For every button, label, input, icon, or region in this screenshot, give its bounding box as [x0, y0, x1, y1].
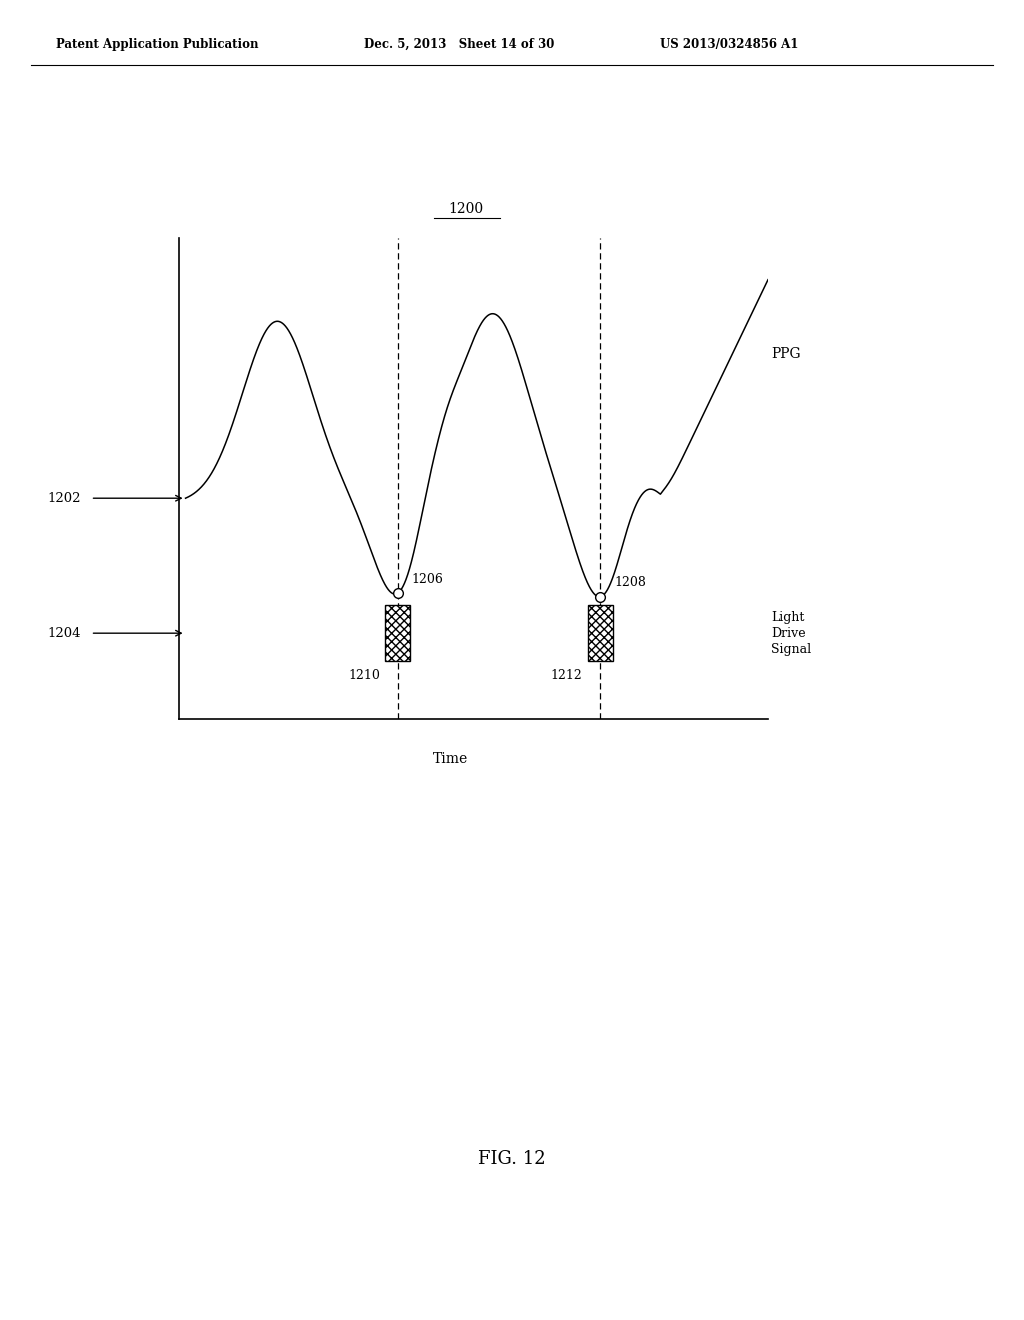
Text: Light
Drive
Signal: Light Drive Signal — [771, 611, 811, 656]
Text: FIG. 12: FIG. 12 — [478, 1150, 546, 1168]
Text: 1208: 1208 — [614, 576, 646, 589]
Text: US 2013/0324856 A1: US 2013/0324856 A1 — [660, 38, 799, 51]
Text: 1206: 1206 — [412, 573, 443, 586]
Text: PPG: PPG — [771, 347, 801, 360]
Text: 1210: 1210 — [348, 669, 380, 681]
Text: 1204: 1204 — [47, 627, 81, 640]
Text: 1200: 1200 — [449, 202, 483, 216]
Bar — [385, 606, 411, 661]
Bar — [588, 606, 613, 661]
Text: Time: Time — [432, 752, 468, 766]
Text: Patent Application Publication: Patent Application Publication — [56, 38, 259, 51]
Text: 1212: 1212 — [551, 669, 583, 681]
Text: Dec. 5, 2013   Sheet 14 of 30: Dec. 5, 2013 Sheet 14 of 30 — [364, 38, 554, 51]
Text: 1202: 1202 — [47, 492, 81, 504]
